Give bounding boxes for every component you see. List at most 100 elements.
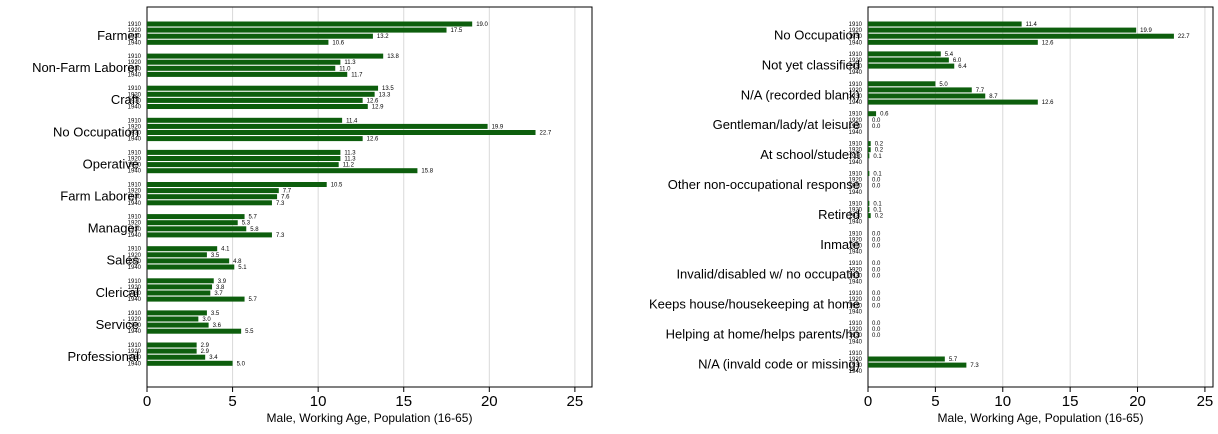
bar [868,81,936,87]
year-label: 1920 [128,285,142,291]
data-label: 5.3 [242,221,251,227]
category-label: At school/student [760,147,860,162]
category-label: Gentleman/lady/at leisure [713,117,860,132]
bar [868,21,1022,27]
x-tick-label: 0 [143,393,151,410]
category-label: Keeps house/housekeeping at home [649,297,860,312]
bar [868,57,949,63]
bar [868,147,871,153]
bar [868,171,870,176]
year-label: 1930 [128,259,142,265]
bar [147,104,368,109]
year-label: 1940 [849,339,863,345]
year-label: 1920 [849,357,863,363]
year-label: 1930 [128,34,142,40]
year-label: 1910 [128,343,142,349]
bar [147,168,418,174]
bar [147,182,327,187]
year-label: 1940 [849,40,863,46]
year-label: 1910 [849,351,863,357]
category-label: Craft [111,92,140,107]
bar [147,360,233,366]
bar [147,200,272,206]
year-label: 1910 [849,172,863,178]
year-label: 1910 [128,22,142,28]
bar [147,39,329,45]
year-label: 1910 [849,201,863,207]
year-label: 1930 [849,363,863,369]
data-label: 19.9 [1140,28,1152,34]
data-label: 12.6 [367,98,379,104]
bar [147,214,245,220]
bar [147,21,473,27]
data-label: 17.5 [451,28,463,34]
bar [147,123,488,129]
year-label: 1920 [128,189,142,195]
category-label: Non-Farm Laborer [32,60,140,75]
year-label: 1930 [849,244,863,250]
bar [147,71,348,77]
year-label: 1910 [849,82,863,88]
year-label: 1940 [849,309,863,315]
data-label: 0.0 [872,321,881,327]
year-label: 1910 [128,279,142,285]
bar [147,278,214,284]
category-label: No Occupation [53,124,139,139]
year-label: 1910 [849,52,863,58]
bar [868,93,986,99]
data-label: 5.7 [249,215,258,221]
bar [868,39,1038,45]
bar [147,226,247,232]
year-label: 1930 [849,154,863,160]
data-label: 0.6 [880,112,889,118]
year-label: 1920 [128,60,142,66]
year-label: 1940 [128,329,142,335]
data-label: 3.0 [202,317,211,323]
category-label: No Occupation [774,28,860,43]
year-label: 1940 [849,100,863,106]
year-label: 1930 [128,195,142,201]
year-label: 1910 [849,142,863,148]
year-label: 1910 [128,118,142,124]
year-label: 1940 [128,297,142,303]
data-label: 0.0 [872,237,881,243]
chart-panel-2: 0 5 10 15 20 25 Male, Working Age, Population … [649,6,1214,425]
data-label: 0.2 [875,148,884,154]
data-label: 11.3 [344,60,356,66]
year-label: 1920 [128,28,142,34]
x-tick-label: 25 [1197,393,1214,410]
year-label: 1910 [849,321,863,327]
bar [147,316,199,322]
data-label: 0.1 [873,201,882,207]
year-label: 1930 [128,163,142,169]
x-tick-label: 15 [1062,393,1079,410]
bar [147,162,339,168]
data-label: 13.5 [382,86,394,92]
category-label: Operative [83,156,139,171]
data-label: 0.1 [873,154,882,160]
bar [147,232,272,238]
year-label: 1940 [128,361,142,367]
year-label: 1920 [849,28,863,34]
x-tick-label: 15 [395,393,412,410]
bar [147,97,363,103]
category-label: Inmate [820,237,860,252]
data-label: 7.7 [976,88,985,94]
year-label: 1920 [849,88,863,94]
year-label: 1910 [849,261,863,267]
x-tick-label: 10 [994,393,1011,410]
bar [868,99,1038,105]
data-label: 11.7 [351,72,363,78]
year-label: 1920 [849,178,863,184]
year-label: 1920 [849,208,863,214]
data-label: 6.4 [958,64,967,70]
bar [868,87,972,93]
data-label: 7.6 [281,195,290,201]
bar [147,348,197,354]
bar [147,258,230,264]
x-axis-label: Male, Working Age, Population (16-65) [267,411,473,425]
year-label: 1920 [128,317,142,323]
year-label: 1910 [128,150,142,156]
data-label: 4.8 [233,259,242,265]
